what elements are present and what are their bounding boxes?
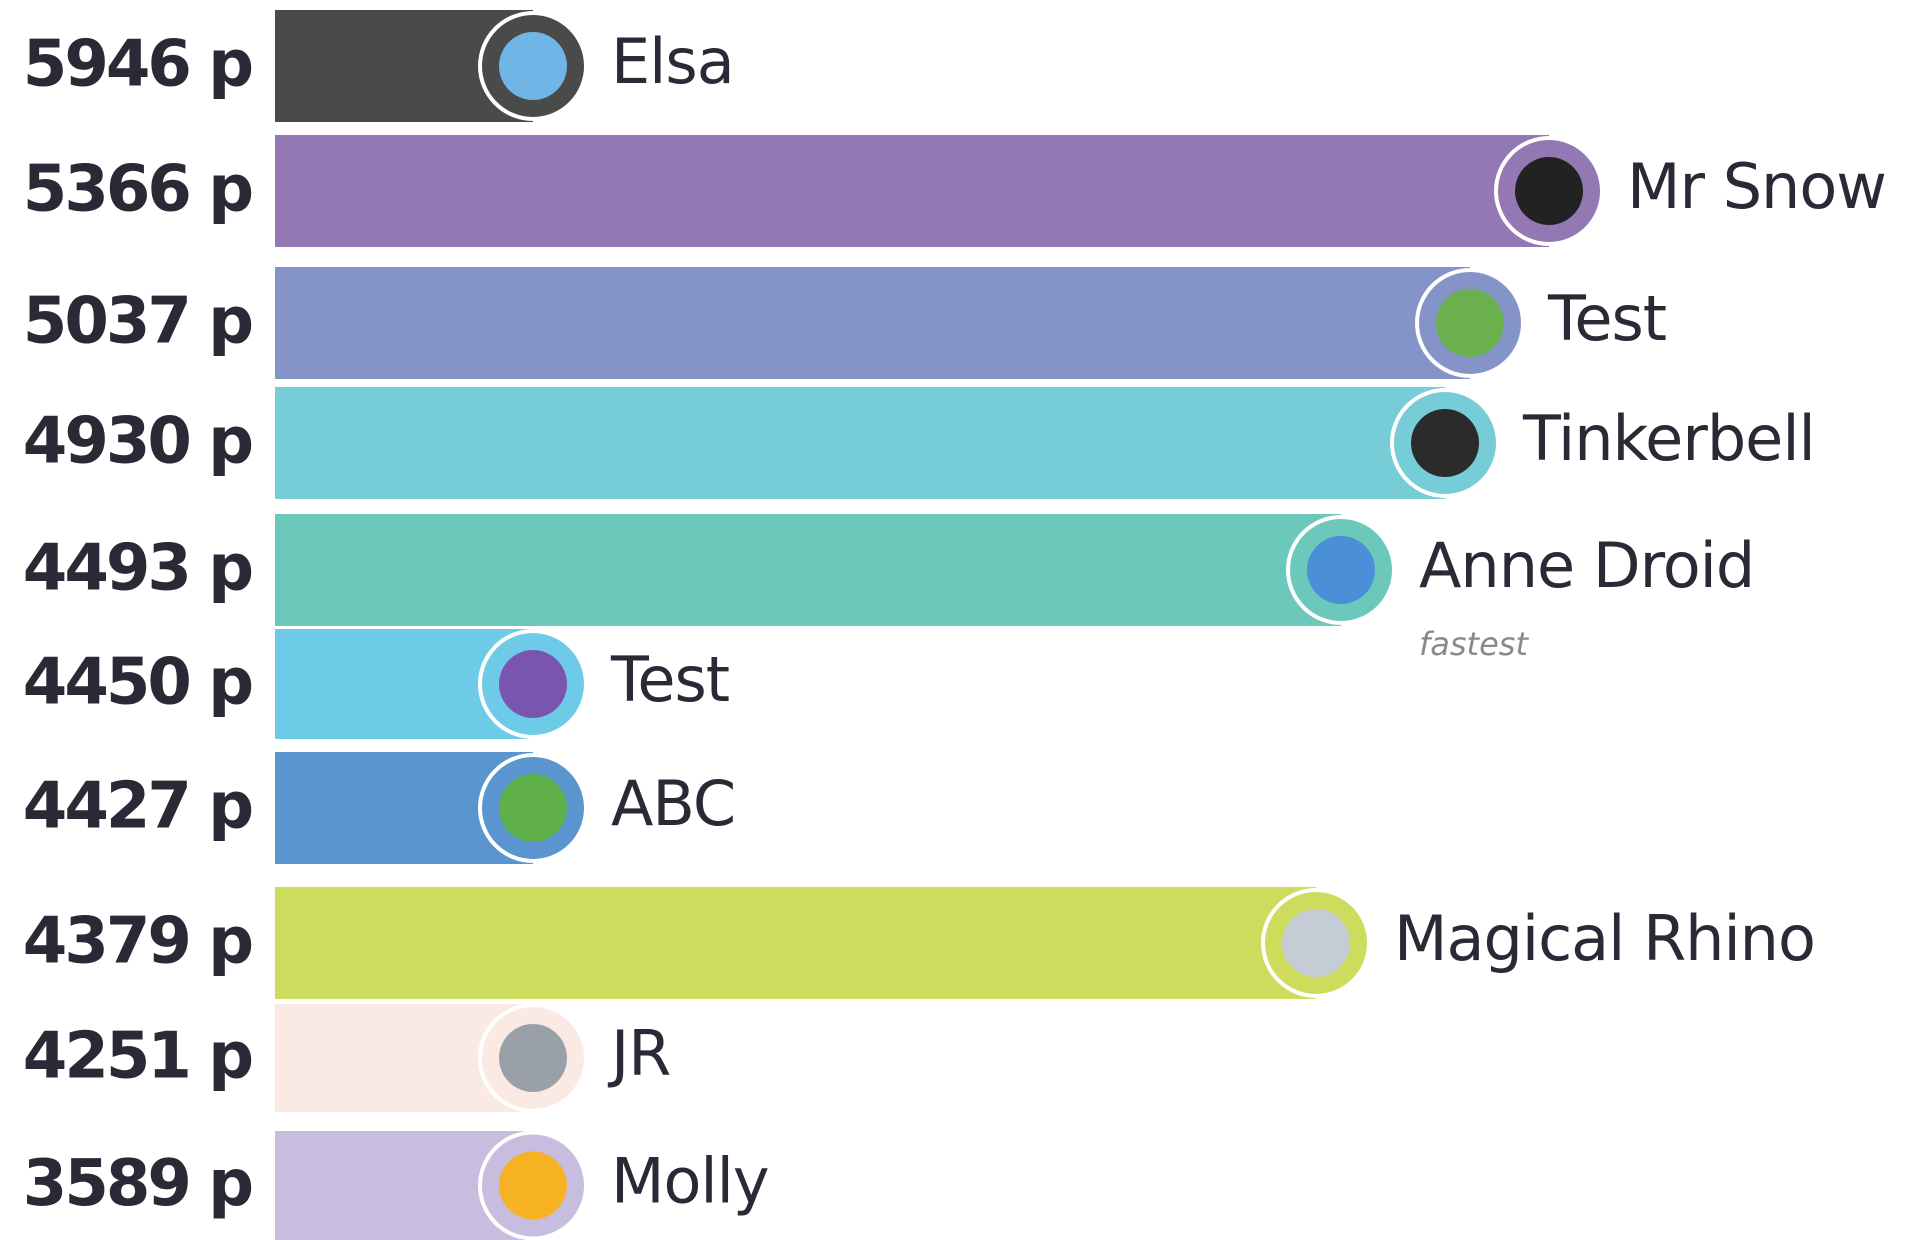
player-points: 5037 p (23, 285, 251, 359)
player-name: JR (607, 1017, 670, 1090)
player-name: Test (1547, 282, 1666, 355)
player-points: 4930 p (23, 405, 251, 479)
avatar-icon (1411, 409, 1479, 477)
player-name: Elsa (611, 25, 734, 98)
avatar-icon (1515, 157, 1583, 225)
player-points: 4251 p (23, 1020, 251, 1094)
player-name: ABC (611, 767, 735, 840)
player-points: 4493 p (23, 532, 251, 606)
player-name: Mr Snow (1627, 150, 1886, 223)
leaderboard-row: 4930 p Tinkerbell (23, 387, 1816, 499)
leaderboard-row: 4427 p ABC (23, 752, 736, 864)
player-points: 3589 p (23, 1147, 251, 1221)
player-points: 5366 p (23, 153, 251, 227)
leaderboard-row: 5037 p Test (23, 267, 1667, 379)
avatar-icon (499, 774, 567, 842)
leaderboard-row: 5946 p Elsa (23, 10, 735, 122)
avatar-icon (499, 1024, 567, 1092)
player-name: Magical Rhino (1394, 902, 1815, 975)
avatar-icon (499, 32, 567, 100)
player-name: Test (610, 643, 729, 716)
player-points: 4427 p (23, 770, 251, 844)
avatar-icon (1307, 536, 1375, 604)
avatar-icon (499, 650, 567, 718)
row-bar (275, 514, 1341, 626)
player-name: Tinkerbell (1522, 402, 1815, 475)
avatar-icon (1436, 289, 1504, 357)
player-points: 5946 p (23, 28, 251, 102)
leaderboard-row: 4493 p Anne Droid fastest (23, 514, 1755, 663)
player-name: Anne Droid (1419, 529, 1754, 602)
leaderboard-row: 4251 p JR (23, 1003, 671, 1113)
player-name: Molly (611, 1145, 769, 1218)
leaderboard-row: 5366 p Mr Snow (23, 135, 1887, 247)
row-bar (275, 135, 1549, 247)
row-bar (275, 267, 1470, 379)
leaderboard-row: 4450 p Test (23, 629, 730, 739)
player-points: 4450 p (23, 646, 251, 720)
leaderboard-row: 4379 p Magical Rhino (23, 887, 1816, 999)
avatar-icon (499, 1151, 567, 1220)
player-badge: fastest (1419, 625, 1529, 663)
row-bar (275, 387, 1445, 499)
player-points: 4379 p (23, 905, 251, 979)
leaderboard-row: 3589 p Molly (23, 1130, 770, 1240)
avatar-icon (1282, 909, 1350, 977)
row-bar (275, 887, 1316, 999)
